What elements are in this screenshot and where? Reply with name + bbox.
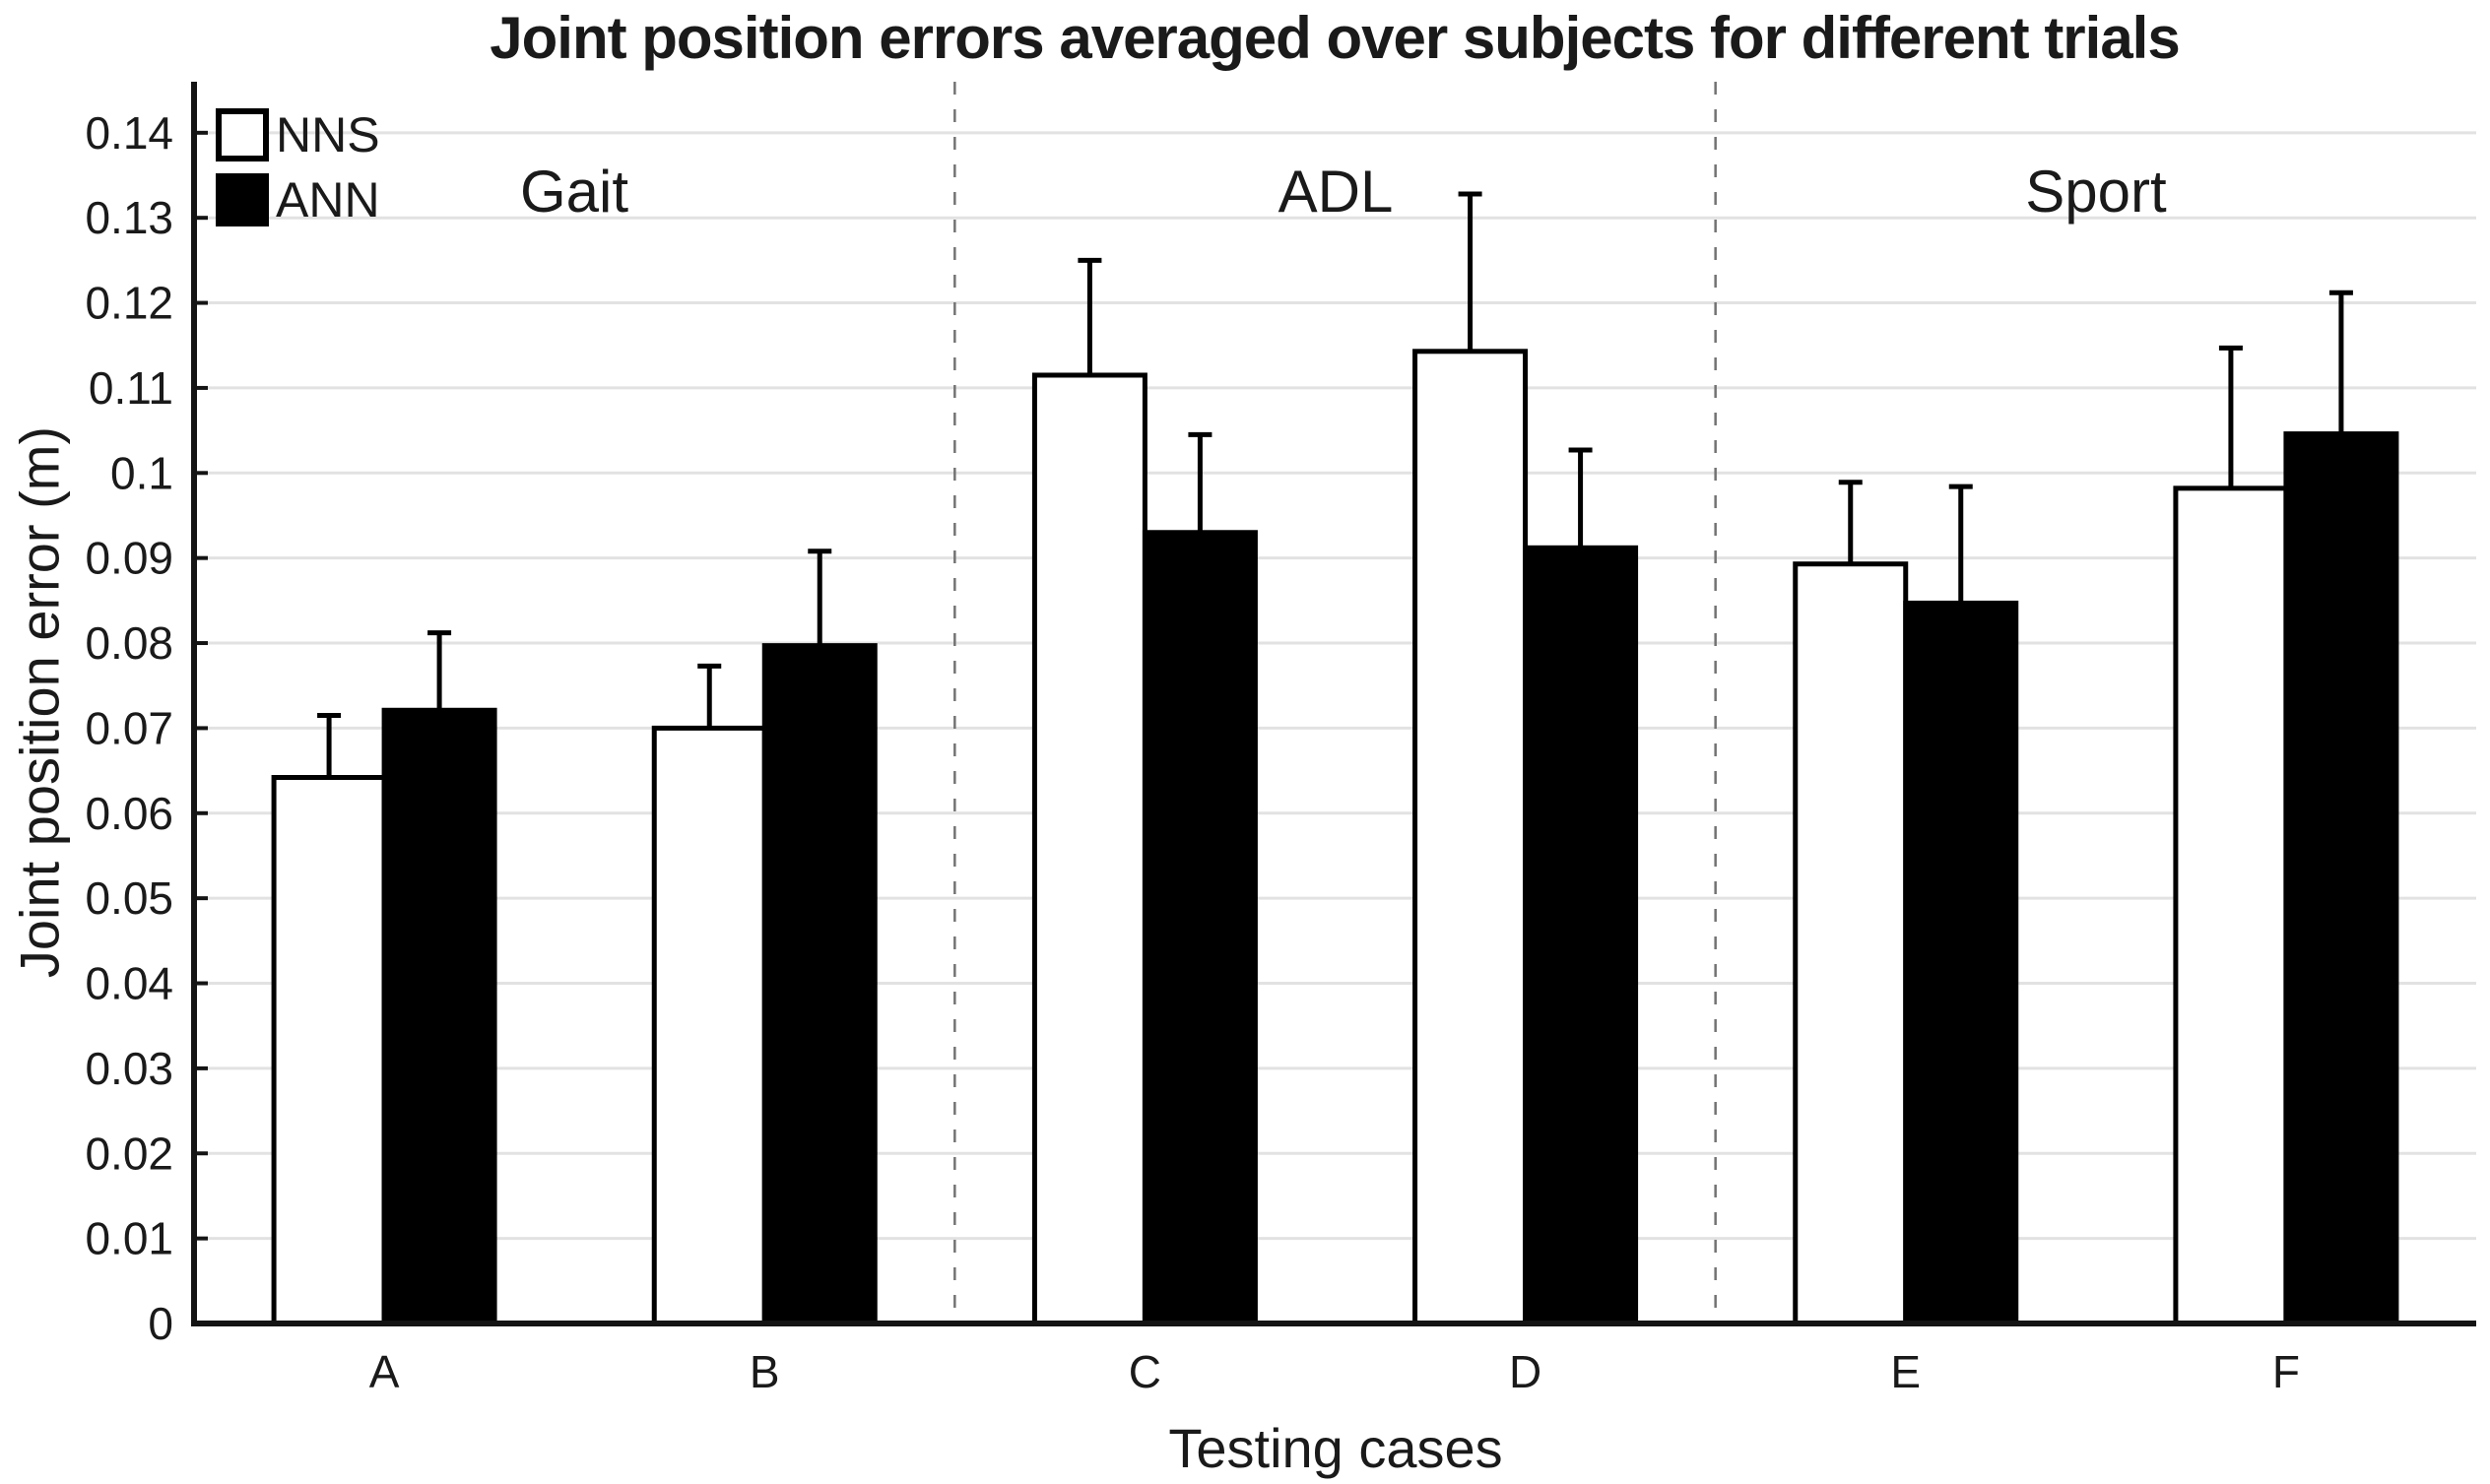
legend: NNS ANN [216,108,380,238]
section-label-gait: Gait [519,159,629,225]
y-tick-label-0.12: 0.12 [85,278,173,329]
section-label-adl: ADL [1278,159,1394,225]
bar-E-ANN [1903,600,2019,1326]
legend-swatch-nns [216,108,269,161]
y-tick-label-0.1: 0.1 [110,447,173,498]
bar-F-NNS [2173,485,2289,1326]
y-tick-label-0.06: 0.06 [85,788,173,839]
bar-D-ANN [1523,545,1639,1326]
y-tick-label-0.05: 0.05 [85,872,173,924]
y-tick-label-0.01: 0.01 [85,1213,173,1264]
legend-entry-nns: NNS [216,108,380,161]
y-tick-label-0.11: 0.11 [89,362,173,414]
bar-A-ANN [381,707,497,1326]
y-tick-label-0.08: 0.08 [85,617,173,669]
y-tick-label-0.09: 0.09 [85,533,173,584]
legend-label-ann: ANN [276,172,380,227]
x-tick-label-D: D [1509,1346,1541,1397]
x-tick-label-C: C [1129,1346,1161,1397]
y-tick-label-0.02: 0.02 [85,1128,173,1179]
y-tick-label-0.13: 0.13 [85,192,173,243]
legend-label-nns: NNS [276,107,380,162]
legend-entry-ann: ANN [216,173,380,226]
y-tick-label-0.03: 0.03 [85,1043,173,1094]
chart-title: Joint position errors averaged over subj… [490,5,2180,71]
bar-D-NNS [1412,349,1529,1326]
y-tick-label-0.07: 0.07 [85,702,173,753]
x-tick-label-F: F [2272,1346,2300,1397]
legend-swatch-ann [216,173,269,226]
bar-B-ANN [761,643,878,1326]
y-tick-label-0.14: 0.14 [85,107,173,159]
bar-A-NNS [271,775,387,1326]
bar-C-ANN [1142,530,1258,1326]
bar-C-NNS [1031,372,1147,1326]
y-tick-label-0.04: 0.04 [85,958,173,1009]
x-tick-label-A: A [369,1346,400,1397]
section-label-sport: Sport [2025,159,2167,225]
bar-F-ANN [2283,431,2399,1326]
y-tick-label-0: 0 [148,1298,173,1349]
x-tick-label-E: E [1890,1346,1921,1397]
bar-B-NNS [651,725,767,1326]
x-axis-label: Testing cases [1168,1417,1503,1479]
bar-E-NNS [1793,561,1909,1326]
x-tick-label-B: B [750,1346,780,1397]
y-axis-label: Joint position error (m) [8,425,71,979]
